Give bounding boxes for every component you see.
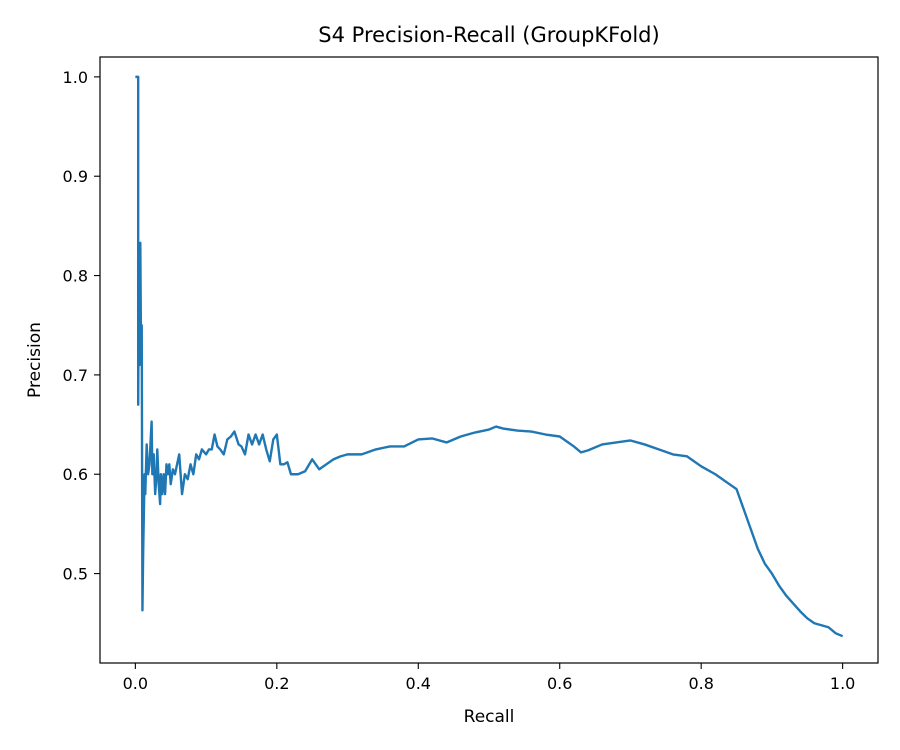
y-tick-label: 0.8 — [63, 267, 88, 286]
x-tick-label: 0.8 — [688, 674, 713, 693]
plot-frame — [99, 56, 879, 664]
y-tick-label: 0.9 — [63, 167, 88, 186]
x-tick-label: 0.4 — [406, 674, 431, 693]
y-tick-label: 0.6 — [63, 465, 88, 484]
x-axis: 0.0 0.2 0.4 0.6 0.8 1.0 — [123, 663, 855, 693]
y-axis-label: Precision — [25, 322, 45, 398]
x-tick-label: 0.6 — [547, 674, 572, 693]
x-axis-label: Recall — [464, 707, 515, 727]
x-tick-label: 1.0 — [830, 674, 855, 693]
precision-recall-curve — [135, 75, 844, 638]
y-tick-label: 0.7 — [63, 366, 88, 385]
y-tick-label: 1.0 — [63, 68, 88, 87]
y-axis: 0.5 0.6 0.7 0.8 0.9 1.0 — [63, 68, 100, 584]
x-tick-label: 0.2 — [264, 674, 289, 693]
x-tick-label: 0.0 — [123, 674, 148, 693]
chart-title: S4 Precision-Recall (GroupKFold) — [318, 23, 659, 47]
y-tick-label: 0.5 — [63, 565, 88, 584]
